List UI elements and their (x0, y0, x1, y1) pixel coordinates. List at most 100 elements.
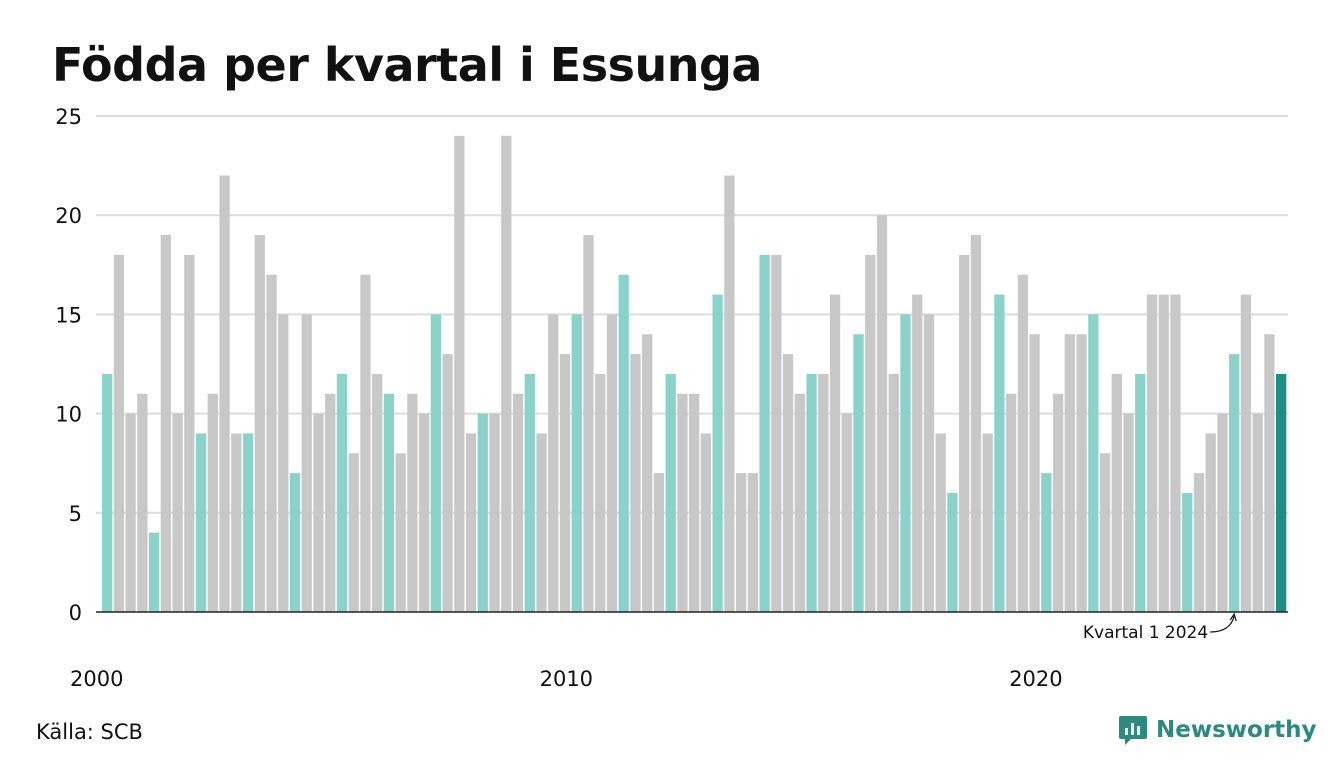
y-tick-label: 25 (55, 105, 82, 129)
bar (771, 254, 782, 612)
bar (383, 393, 395, 612)
bar (829, 294, 841, 612)
bar (947, 492, 958, 612)
bar (395, 453, 406, 612)
y-tick-label: 20 (55, 204, 82, 228)
bar (747, 473, 758, 612)
brand-name: Newsworthy (1156, 717, 1317, 743)
bar (1123, 413, 1134, 612)
bar (1182, 492, 1193, 612)
bar (360, 274, 371, 612)
bar (184, 254, 195, 612)
bar (900, 314, 911, 612)
bar (1017, 274, 1029, 612)
bar (430, 314, 442, 612)
bar (1193, 473, 1205, 612)
bar (994, 294, 1005, 612)
bar (454, 135, 465, 612)
bar (794, 393, 805, 612)
bar (160, 235, 171, 613)
bar (888, 373, 899, 612)
bar (759, 254, 770, 612)
bar (336, 373, 348, 612)
bar (254, 235, 265, 613)
bar (1252, 413, 1263, 612)
bar (1076, 334, 1087, 612)
bar (876, 215, 888, 612)
y-tick-label: 10 (55, 403, 82, 427)
x-tick-label: 2010 (540, 667, 593, 691)
bar (1264, 334, 1275, 612)
bar (1064, 334, 1075, 612)
x-tick-label: 2000 (70, 667, 123, 691)
bar (970, 235, 982, 613)
bar (935, 433, 946, 612)
bar (959, 254, 970, 612)
bar (841, 413, 852, 612)
bar (618, 274, 629, 612)
bar (524, 373, 535, 612)
source-label: Källa: SCB (36, 720, 143, 744)
bar (982, 433, 993, 612)
bar (1041, 473, 1052, 612)
bar (113, 254, 125, 612)
bar (1276, 373, 1287, 612)
bar (148, 532, 160, 612)
bar (313, 413, 324, 612)
annotation-arrowhead (1229, 612, 1237, 622)
bar (348, 453, 359, 612)
bar (1170, 294, 1181, 612)
bar (724, 175, 735, 612)
bar (606, 314, 618, 612)
bar (677, 393, 688, 612)
bar (207, 393, 218, 612)
y-tick-label: 5 (69, 502, 82, 526)
bar (630, 354, 641, 612)
bar (266, 274, 277, 612)
bar (137, 393, 148, 612)
bar (865, 254, 876, 612)
bar (700, 433, 712, 612)
bar (489, 413, 500, 612)
x-tick-label: 2020 (1009, 667, 1062, 691)
bar (923, 314, 935, 612)
bar (782, 354, 794, 612)
brand-logo[interactable]: Newsworthy (1118, 714, 1317, 746)
bar (853, 334, 864, 612)
bar (477, 413, 488, 612)
bar (806, 373, 817, 612)
bar (548, 314, 559, 612)
bar (195, 433, 207, 612)
bar (536, 433, 547, 612)
bar (278, 314, 289, 612)
annotation-arrow (1210, 615, 1235, 633)
bar (407, 393, 418, 612)
bar (512, 393, 524, 612)
bar (689, 393, 700, 612)
bar (735, 473, 747, 612)
bar (1111, 373, 1122, 612)
bar (442, 354, 453, 612)
bar (418, 413, 430, 612)
bar (289, 473, 301, 612)
bar (665, 373, 676, 612)
bar (172, 413, 183, 612)
bar (325, 393, 336, 612)
bar (1205, 433, 1216, 612)
bar (219, 175, 230, 612)
bar (372, 373, 383, 612)
y-tick-label: 0 (69, 601, 82, 625)
bar (1240, 294, 1252, 612)
bar (301, 314, 312, 612)
bar (559, 354, 571, 612)
bar (102, 373, 113, 612)
bar (818, 373, 829, 612)
bar (712, 294, 723, 612)
bar (1088, 314, 1099, 612)
bar (1029, 334, 1040, 612)
bar (1099, 453, 1111, 612)
bar (642, 334, 653, 612)
bar (1052, 393, 1064, 612)
annotation-label: Kvartal 1 2024 (1083, 623, 1208, 643)
